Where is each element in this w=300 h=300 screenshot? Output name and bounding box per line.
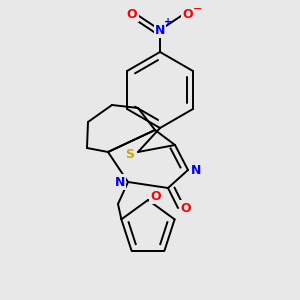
Text: S: S <box>125 148 134 160</box>
Text: N: N <box>155 23 165 37</box>
Text: −: − <box>193 4 203 14</box>
Text: O: O <box>183 8 193 20</box>
Text: +: + <box>164 17 172 27</box>
Text: O: O <box>151 190 161 202</box>
Text: N: N <box>115 176 125 188</box>
Text: N: N <box>191 164 201 176</box>
Text: O: O <box>127 8 137 20</box>
Text: O: O <box>181 202 191 214</box>
